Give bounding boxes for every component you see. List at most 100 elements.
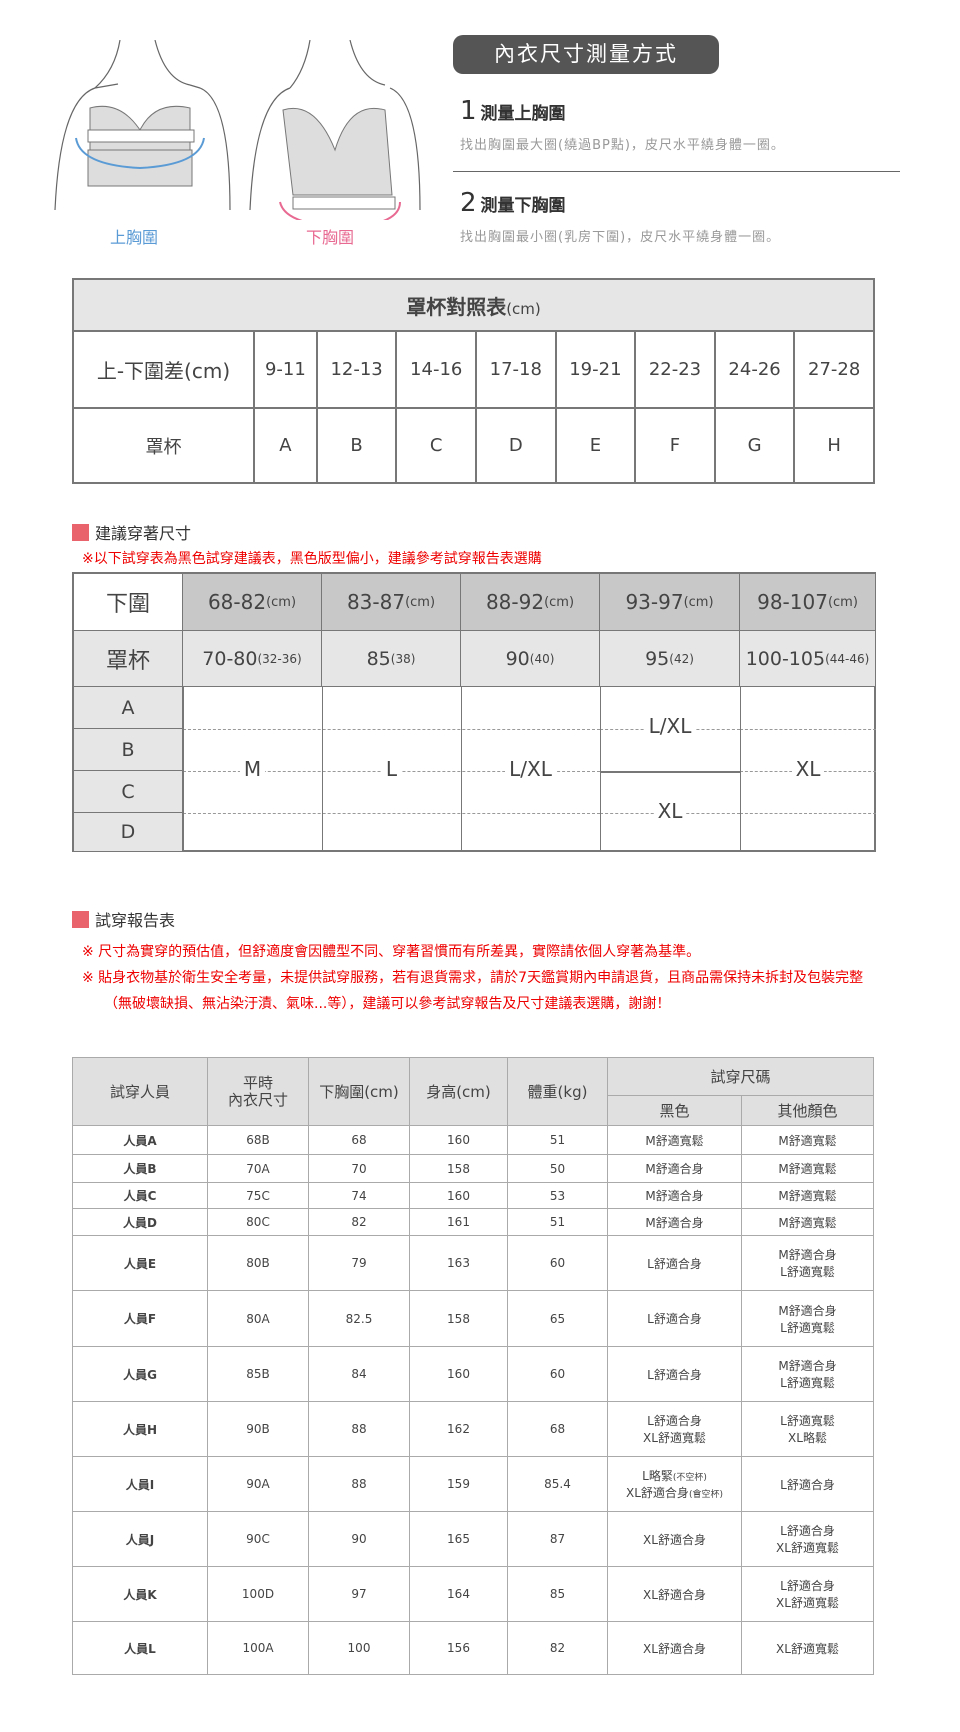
person-cell: 人員J xyxy=(72,1511,208,1567)
size-value: XL xyxy=(740,757,876,781)
col-other-colors: 其他顏色 xyxy=(741,1095,874,1126)
table-row: 人員G 85B 84 160 60 L舒適合身 M舒適合身 L舒適寬鬆 xyxy=(72,1346,874,1402)
other-size-cell: XL舒適寬鬆 xyxy=(741,1621,874,1675)
weight-cell: 65 xyxy=(507,1290,608,1347)
divider xyxy=(322,687,323,852)
step-2-desc: 找出胸圍最小圈(乳房下圍)，皮尺水平繞身體一圈。 xyxy=(460,230,781,245)
under-bust-cell: 100 xyxy=(308,1621,410,1675)
black-size-cell: XL舒適合身 xyxy=(607,1511,742,1567)
bra-measurement-illustration xyxy=(54,40,421,220)
weight-cell: 60 xyxy=(507,1235,608,1291)
step-1-desc: 找出胸圍最大圈(繞過BP點)，皮尺水平繞身體一圈。 xyxy=(460,138,785,153)
weight-cell: 85.4 xyxy=(507,1456,608,1512)
other-size-cell: L舒適合身 XL舒適寬鬆 xyxy=(741,1511,874,1567)
cup-cell: B xyxy=(315,407,398,484)
person-cell: 人員D xyxy=(72,1208,208,1236)
col-height: 身高(cm) xyxy=(409,1057,508,1126)
usual-size-cell: 80A xyxy=(207,1290,309,1347)
diff-cell: 9-11 xyxy=(253,330,318,409)
step-1-title: 1 測量上胸圍 xyxy=(460,96,566,126)
under-bust-cell: 68 xyxy=(308,1125,410,1155)
usual-size-cell: 100D xyxy=(207,1566,309,1622)
cup-cell: C xyxy=(395,407,477,484)
divider xyxy=(453,171,900,172)
fitting-report-table: 試穿人員 平時 內衣尺寸 下胸圍(cm) 身高(cm) 體重(kg) 試穿尺碼 黑… xyxy=(72,1057,874,1675)
under-bust-cell: 88 xyxy=(308,1456,410,1512)
other-size-cell: M舒適合身 L舒適寬鬆 xyxy=(741,1290,874,1347)
diff-cell: 17-18 xyxy=(475,330,557,409)
other-size-cell: M舒適寬鬆 xyxy=(741,1154,874,1183)
divider xyxy=(461,687,462,852)
height-cell: 163 xyxy=(409,1235,508,1291)
person-cell: 人員C xyxy=(72,1182,208,1209)
height-cell: 156 xyxy=(409,1621,508,1675)
dashed-divider xyxy=(183,813,600,814)
band-size: 100-105 (44-46) xyxy=(740,631,876,687)
table-row: 人員L 100A 100 156 82 XL舒適合身 XL舒適寬鬆 xyxy=(72,1621,874,1675)
weight-cell: 82 xyxy=(507,1621,608,1675)
size-section-title: 建議穿著尺寸 xyxy=(72,520,191,544)
usual-size-cell: 70A xyxy=(207,1154,309,1183)
diff-cell: 22-23 xyxy=(634,330,716,409)
section-marker-icon xyxy=(72,911,89,928)
step-2-title: 2 測量下胸圍 xyxy=(460,188,566,218)
divider xyxy=(740,687,741,852)
col-person: 試穿人員 xyxy=(72,1057,208,1126)
under-label: 下圍 xyxy=(74,574,183,631)
weight-cell: 60 xyxy=(507,1346,608,1402)
usual-size-cell: 85B xyxy=(207,1346,309,1402)
table-row: 人員I 90A 88 159 85.4 L略緊(不空杯) XL舒適合身(會空杯) L舒適合身 xyxy=(72,1456,874,1512)
black-size-cell: M舒適合身 xyxy=(607,1182,742,1209)
black-size-cell: L略緊(不空杯) XL舒適合身(會空杯) xyxy=(607,1456,742,1512)
table-row: 人員B 70A 70 158 50 M舒適合身 M舒適寬鬆 xyxy=(72,1154,874,1183)
dashed-divider xyxy=(740,813,876,814)
height-cell: 161 xyxy=(409,1208,508,1236)
diff-cell: 27-28 xyxy=(793,330,875,409)
under-bust-cell: 82.5 xyxy=(308,1290,410,1347)
weight-cell: 53 xyxy=(507,1182,608,1209)
diff-cell: 24-26 xyxy=(713,330,796,409)
cup-cell: F xyxy=(634,407,716,484)
person-cell: 人員F xyxy=(72,1290,208,1347)
weight-cell: 68 xyxy=(507,1401,608,1457)
height-cell: 160 xyxy=(409,1346,508,1402)
black-size-cell: XL舒適合身 xyxy=(607,1621,742,1675)
under-bust-cell: 88 xyxy=(308,1401,410,1457)
divider xyxy=(183,687,184,852)
black-size-cell: XL舒適合身 xyxy=(607,1566,742,1622)
black-size-cell: L舒適合身 XL舒適寬鬆 xyxy=(607,1401,742,1457)
band-size: 90 (40) xyxy=(461,631,600,687)
col-usual-size: 平時 內衣尺寸 xyxy=(207,1057,309,1126)
height-cell: 160 xyxy=(409,1182,508,1209)
measure-title: 內衣尺寸測量方式 xyxy=(453,35,719,74)
size-value: XL xyxy=(600,799,740,823)
diff-cell: 12-13 xyxy=(315,330,398,409)
other-size-cell: M舒適合身 L舒適寬鬆 xyxy=(741,1346,874,1402)
col-under-bust: 下胸圍(cm) xyxy=(308,1057,410,1126)
report-note-1: ※ 尺寸為實穿的預估值，但舒適度會因體型不同、穿著習慣而有所差異，實際請依個人穿… xyxy=(82,944,701,960)
person-cell: 人員L xyxy=(72,1621,208,1675)
under-bust-cell: 84 xyxy=(308,1346,410,1402)
size-value: M xyxy=(183,757,322,781)
black-size-cell: M舒適合身 xyxy=(607,1154,742,1183)
height-cell: 164 xyxy=(409,1566,508,1622)
usual-size-cell: 90B xyxy=(207,1401,309,1457)
col-black: 黑色 xyxy=(607,1095,742,1126)
black-size-cell: L舒適合身 xyxy=(607,1235,742,1291)
usual-size-cell: 68B xyxy=(207,1125,309,1155)
under-range: 88-92 (cm) xyxy=(461,574,600,631)
table-row: 人員J 90C 90 165 87 XL舒適合身 L舒適合身 XL舒適寬鬆 xyxy=(72,1511,874,1567)
diff-label: 上-下圍差(cm) xyxy=(72,330,255,409)
table-row: 人員F 80A 82.5 158 65 L舒適合身 M舒適合身 L舒適寬鬆 xyxy=(72,1290,874,1347)
other-size-cell: M舒適合身 L舒適寬鬆 xyxy=(741,1235,874,1291)
person-cell: 人員A xyxy=(72,1125,208,1155)
cup-cell: G xyxy=(713,407,796,484)
under-range: 83-87 (cm) xyxy=(322,574,461,631)
report-section-title: 試穿報告表 xyxy=(72,907,175,931)
under-bust-cell: 79 xyxy=(308,1235,410,1291)
under-range: 68-82 (cm) xyxy=(183,574,322,631)
cup-row-label: C xyxy=(74,771,183,813)
upper-bust-label: 上胸圍 xyxy=(110,228,159,247)
size-recommend-grid: 下圍 罩杯 68-82 (cm) 70-80 (32-36) 83-87 (cm) 85 (38)… xyxy=(72,572,876,852)
usual-size-cell: 100A xyxy=(207,1621,309,1675)
